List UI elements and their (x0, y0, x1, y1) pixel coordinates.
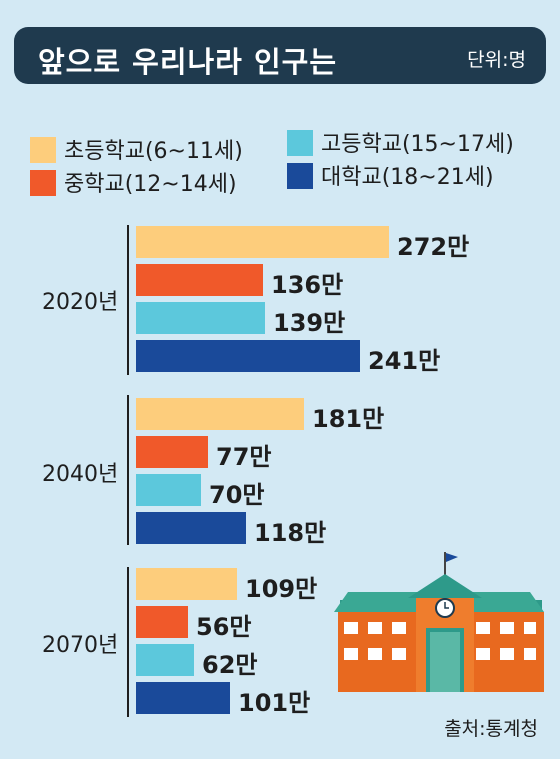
bar-value-label-elementary-0: 272만 (397, 233, 470, 261)
bar-elementary-0 (136, 226, 389, 258)
bar-high-1 (136, 474, 201, 506)
year-label-2020: 2020년 (42, 290, 119, 315)
bar-value-label-middle-2: 56만 (196, 613, 252, 641)
bar-value-label-high-2: 62만 (202, 651, 258, 679)
bar-value-label-elementary-2: 109만 (245, 575, 318, 603)
school-building-icon (334, 552, 544, 692)
year-label-2040: 2040년 (42, 462, 119, 487)
bar-value-label-elementary-1: 181만 (312, 405, 385, 433)
legend-label-university: 대학교(18~21세) (321, 165, 494, 190)
bar-value-label-university-1: 118만 (254, 519, 327, 547)
legend-swatch-elementary (30, 137, 56, 163)
bar-value-label-university-2: 101만 (238, 689, 311, 717)
legend-swatch-university (287, 163, 313, 189)
bar-elementary-1 (136, 398, 304, 430)
bar-value-label-high-0: 139만 (273, 309, 346, 337)
legend-swatch-high (287, 130, 313, 156)
axis-line-2020 (127, 225, 129, 375)
bar-university-1 (136, 512, 246, 544)
bar-high-0 (136, 302, 265, 334)
bar-value-label-university-0: 241만 (368, 347, 441, 375)
bar-middle-2 (136, 606, 188, 638)
legend-label-middle: 중학교(12~14세) (64, 172, 237, 197)
source-label: 출처:통계청 (444, 718, 538, 740)
year-label-2070: 2070년 (42, 633, 119, 658)
chart-title: 앞으로 우리나라 인구는 (38, 45, 337, 79)
bar-high-2 (136, 644, 194, 676)
bar-middle-0 (136, 264, 263, 296)
legend-label-elementary: 초등학교(6~11세) (64, 139, 243, 164)
bar-middle-1 (136, 436, 208, 468)
bar-value-label-high-1: 70만 (209, 481, 265, 509)
axis-line-2070 (127, 567, 129, 717)
axis-line-2040 (127, 395, 129, 545)
unit-label: 단위:명 (467, 49, 526, 71)
bar-university-2 (136, 682, 230, 714)
title-bar: 앞으로 우리나라 인구는 단위:명 (14, 27, 546, 84)
bar-elementary-2 (136, 568, 237, 600)
bar-value-label-middle-0: 136만 (271, 271, 344, 299)
bar-university-0 (136, 340, 360, 372)
bar-value-label-middle-1: 77만 (216, 443, 272, 471)
legend-swatch-middle (30, 170, 56, 196)
legend-label-high: 고등학교(15~17세) (321, 132, 514, 157)
